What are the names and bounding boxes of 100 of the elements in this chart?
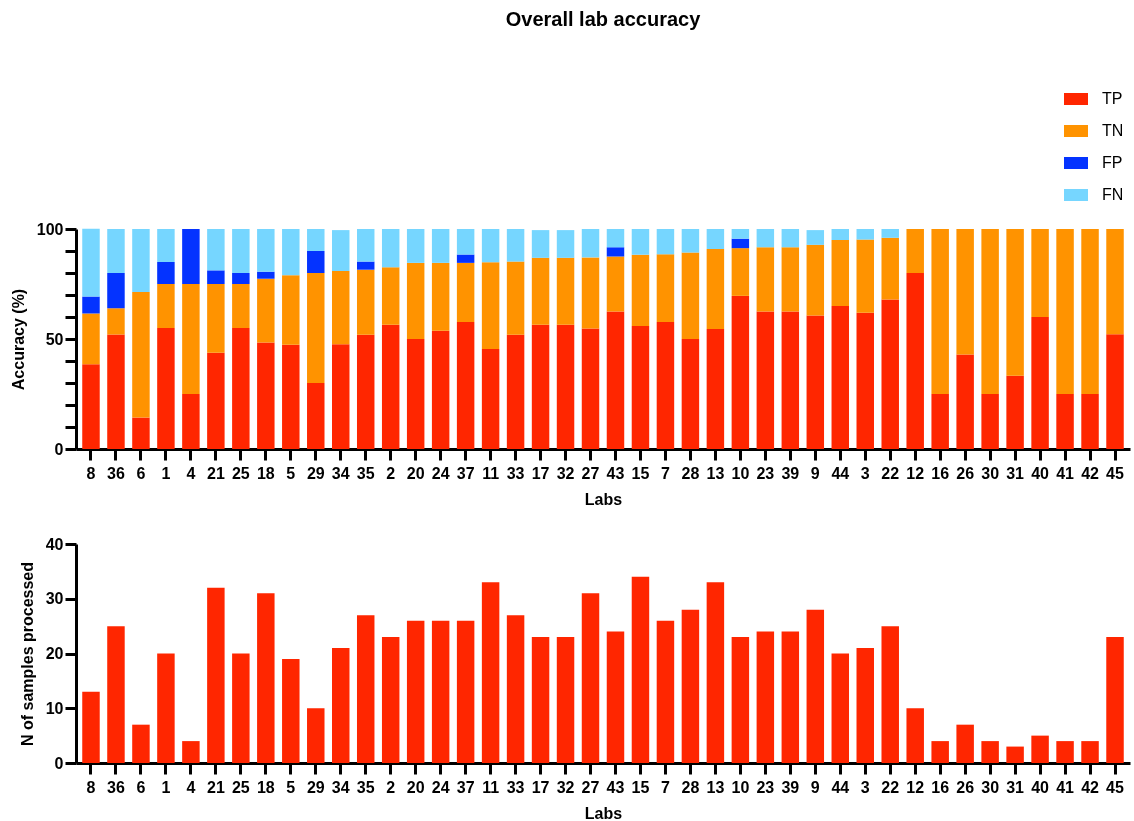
x-tick-label: 6 (136, 778, 146, 796)
bar (356, 269, 375, 335)
bar (232, 653, 250, 763)
bar (956, 354, 974, 449)
bar (506, 261, 525, 335)
x-tick-label: 43 (606, 778, 625, 796)
bar (157, 653, 175, 763)
bar (681, 339, 700, 449)
bar (806, 315, 825, 449)
bar (107, 626, 125, 763)
x-tick-label: 30 (981, 778, 1000, 796)
bar (856, 312, 874, 449)
bar (981, 229, 999, 394)
x-tick-label: 20 (406, 778, 425, 796)
bar (556, 257, 575, 325)
bar (456, 254, 475, 263)
x-tick-label: 29 (306, 464, 325, 482)
bar (1031, 317, 1049, 449)
x-tick-label: 33 (506, 778, 525, 796)
bar (431, 229, 450, 263)
bar (332, 230, 350, 272)
bar (581, 328, 600, 449)
bar (981, 394, 999, 449)
x-tick-label: 23 (756, 778, 775, 796)
bar (1006, 746, 1024, 763)
bar (332, 271, 350, 345)
bar (681, 252, 700, 339)
x-tick-label: 32 (556, 464, 575, 482)
legend-label: FN (1102, 186, 1124, 203)
bar (282, 229, 300, 276)
bar (931, 741, 949, 763)
bar (381, 324, 400, 449)
bar (257, 342, 275, 449)
x-tick-label: 17 (531, 778, 550, 796)
x-tick-label: 16 (931, 778, 950, 796)
x-tick-label: 21 (206, 778, 225, 796)
bar (656, 620, 675, 763)
bar (1056, 229, 1074, 394)
x-tick-label: 1 (161, 464, 171, 482)
x-tick-label: 1 (161, 778, 171, 796)
bar (381, 637, 400, 763)
bar (731, 248, 750, 296)
x-tick-label: 8 (86, 464, 96, 482)
x-axis-title: Labs (584, 490, 623, 508)
bar (781, 311, 800, 449)
bar (207, 229, 225, 271)
x-tick-label: 24 (431, 778, 450, 796)
bar (1106, 637, 1124, 763)
bar (581, 257, 600, 329)
bar (781, 247, 800, 312)
bar (107, 229, 125, 273)
bar (581, 593, 600, 763)
bar (506, 615, 525, 763)
x-tick-label: 25 (231, 464, 250, 482)
bar (82, 228, 100, 297)
bar (856, 229, 874, 240)
bar (856, 648, 874, 763)
bar (831, 229, 850, 240)
x-tick-label: 32 (556, 778, 575, 796)
x-tick-label: 34 (331, 464, 350, 482)
x-tick-label: 15 (631, 464, 650, 482)
bar (906, 273, 924, 449)
x-tick-label: 30 (981, 464, 1000, 482)
x-tick-label: 3 (860, 778, 870, 796)
bar (157, 262, 175, 284)
y-tick-label: 30 (45, 590, 64, 608)
bar (881, 626, 899, 763)
x-tick-label: 31 (1006, 464, 1025, 482)
bar (1081, 741, 1099, 763)
x-tick-label: 41 (1056, 464, 1075, 482)
x-tick-label: 35 (356, 778, 375, 796)
x-tick-label: 28 (681, 464, 700, 482)
bar (831, 240, 850, 306)
bar (282, 658, 300, 763)
x-tick-label: 7 (660, 464, 670, 482)
bar (1081, 394, 1099, 449)
bar (656, 229, 675, 255)
bar (606, 247, 625, 257)
bar (556, 324, 575, 449)
x-tick-label: 28 (681, 778, 700, 796)
bar (806, 244, 825, 316)
bar (481, 262, 500, 349)
x-tick-label: 45 (1106, 778, 1125, 796)
bar (531, 230, 550, 258)
x-tick-label: 6 (136, 464, 146, 482)
x-tick-label: 21 (206, 464, 225, 482)
bar (107, 334, 125, 449)
bar (157, 284, 175, 328)
bar (282, 275, 300, 345)
bar (531, 257, 550, 325)
bar (706, 329, 725, 449)
bar (831, 653, 850, 763)
x-tick-label: 11 (482, 778, 500, 796)
x-tick-label: 10 (731, 464, 750, 482)
bar (931, 229, 949, 394)
x-tick-label: 8 (86, 778, 96, 796)
x-tick-label: 39 (781, 464, 800, 482)
bar (1006, 229, 1024, 376)
x-tick-label: 13 (706, 778, 725, 796)
bar (257, 229, 275, 272)
